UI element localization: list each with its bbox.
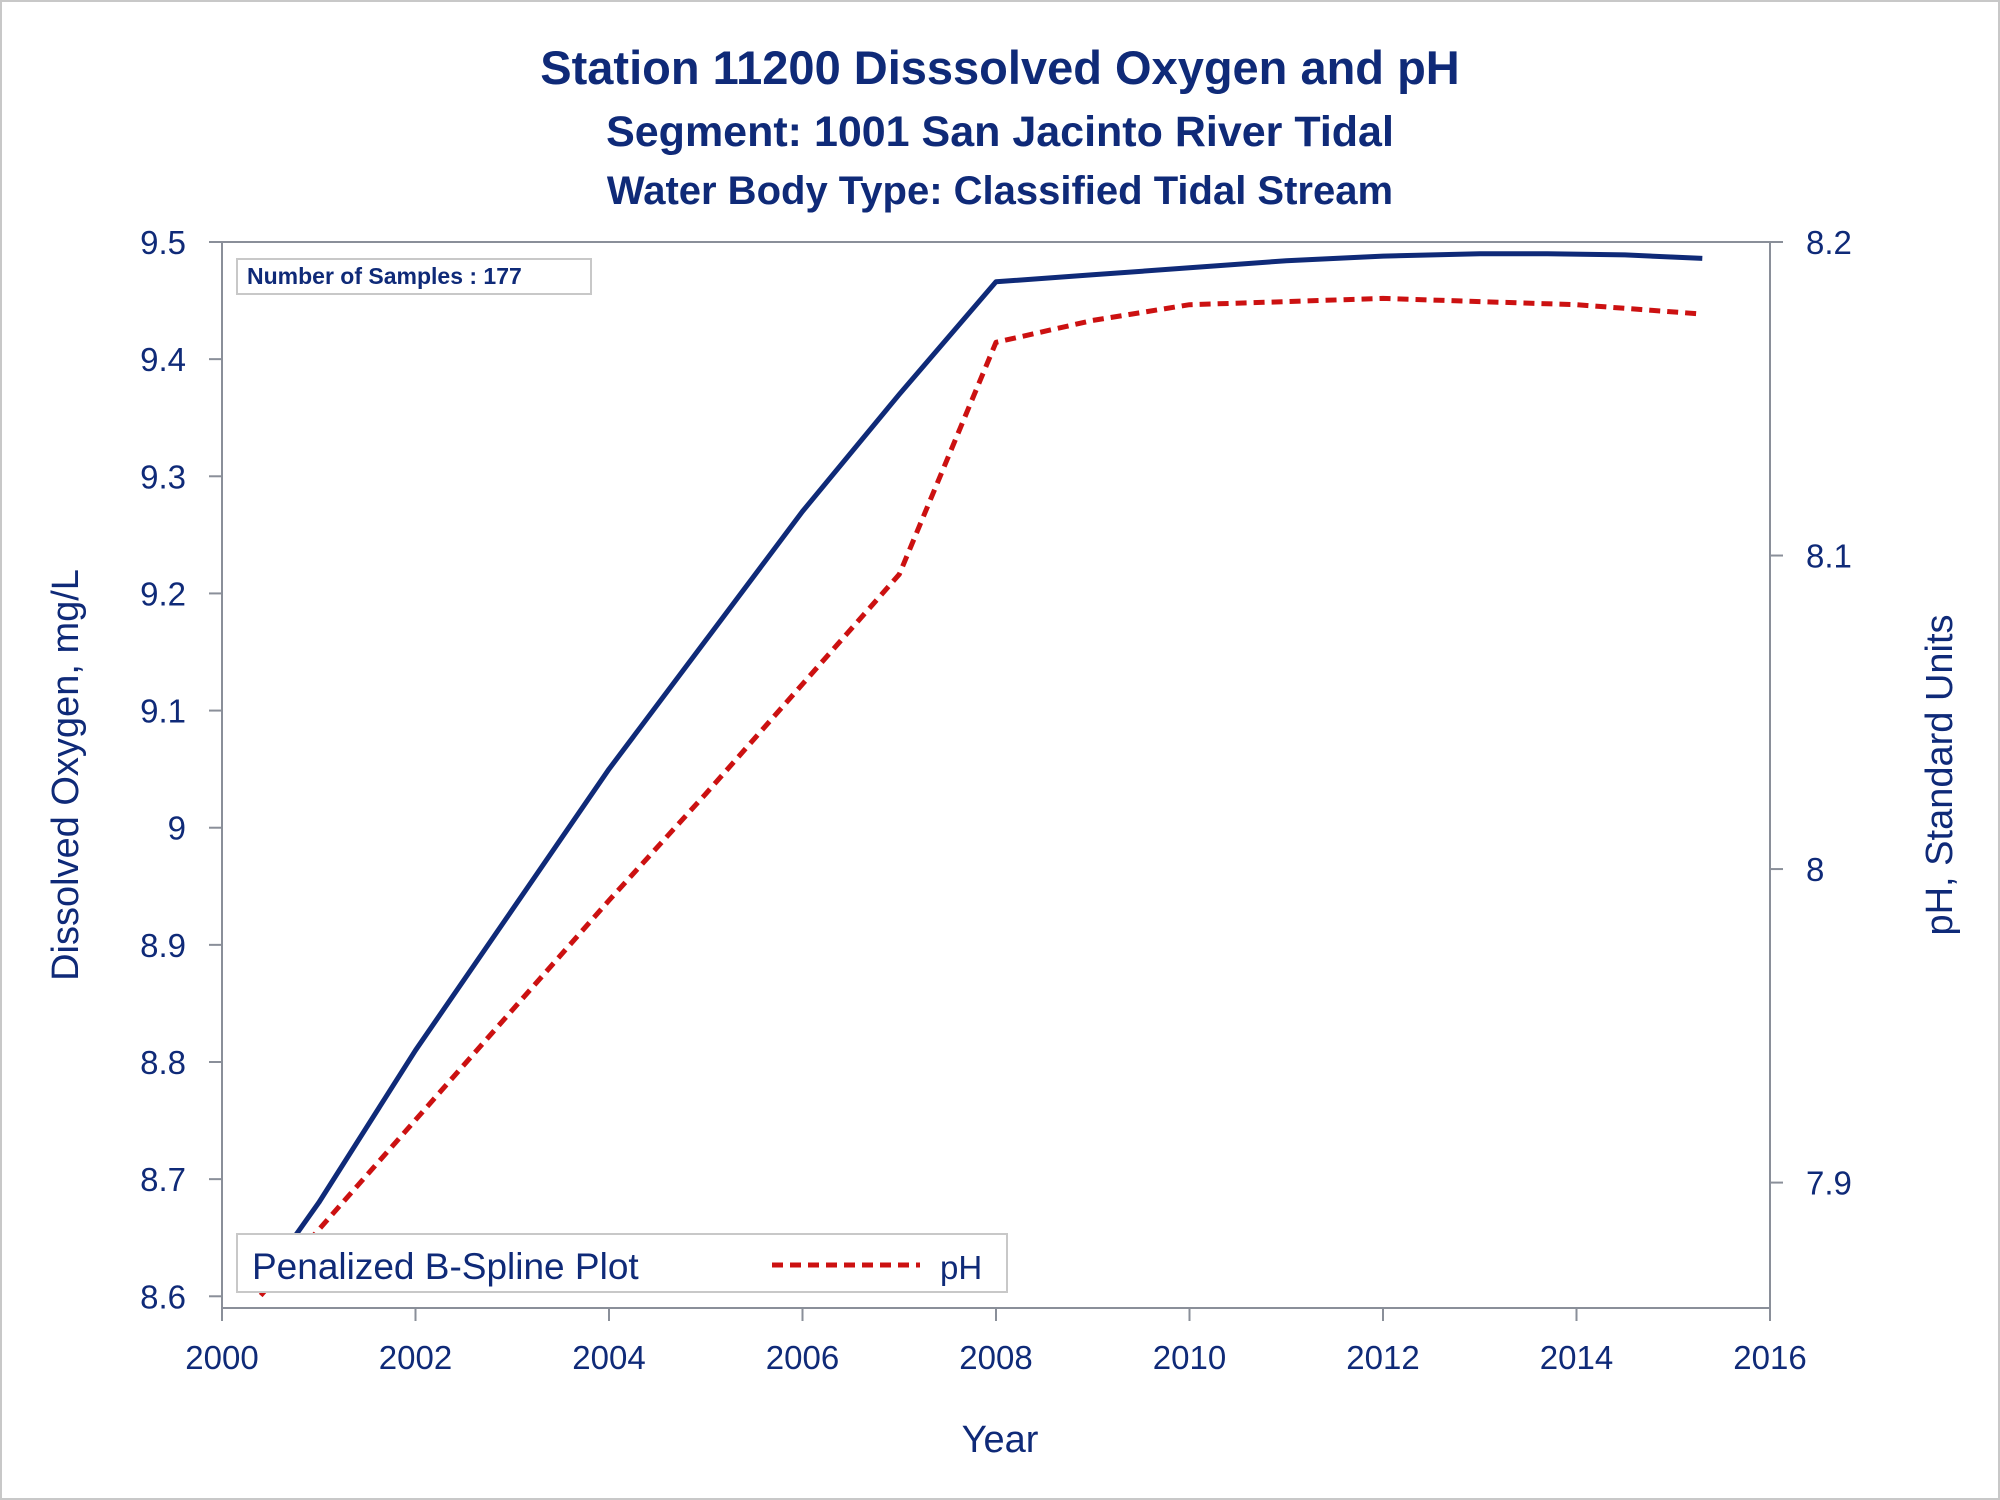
x-axis-label: Year bbox=[962, 1419, 1039, 1461]
x-tick-label: 2010 bbox=[1153, 1339, 1226, 1376]
legend-box bbox=[236, 1233, 1008, 1293]
ph-series-line bbox=[258, 295, 1703, 1298]
x-tick-label: 2014 bbox=[1540, 1339, 1613, 1376]
x-tick-label: 2012 bbox=[1346, 1339, 1419, 1376]
y-right-tick-label: 7.9 bbox=[1806, 1165, 1852, 1202]
x-tick-label: 2004 bbox=[572, 1339, 645, 1376]
y-right-tick-label: 8 bbox=[1806, 851, 1824, 888]
y-axis-left-label: Dissolved Oxygen, mg/L bbox=[45, 569, 87, 981]
x-tick-label: 2016 bbox=[1733, 1339, 1806, 1376]
y-left-tick-label: 9.5 bbox=[140, 224, 186, 261]
y-right-tick-label: 8.1 bbox=[1806, 538, 1852, 575]
y-left-tick-label: 9 bbox=[168, 810, 186, 847]
x-tick-label: 2002 bbox=[379, 1339, 452, 1376]
plot-area bbox=[221, 241, 1771, 1309]
dissolved-oxygen-series-line bbox=[258, 251, 1703, 1287]
x-tick-label: 2000 bbox=[185, 1339, 258, 1376]
y-left-tick-label: 9.3 bbox=[140, 458, 186, 495]
legend-title: Penalized B-Spline Plot bbox=[252, 1246, 639, 1287]
x-tick-label: 2006 bbox=[766, 1339, 839, 1376]
y-left-tick-label: 8.6 bbox=[140, 1278, 186, 1315]
x-axis: 2000 2002 2004 2006 2008 2010 2012 2014 2016 bbox=[185, 1308, 1807, 1376]
y-axis-left: 8.6 8.7 8.8 8.9 9 9.1 9.2 9.3 9.4 9.5 bbox=[140, 224, 222, 1315]
y-left-tick-label: 9.4 bbox=[140, 341, 186, 378]
legend-entry-ph: pH bbox=[940, 1249, 982, 1286]
x-tick-label: 2008 bbox=[959, 1339, 1032, 1376]
y-left-tick-label: 8.7 bbox=[140, 1161, 186, 1198]
chart-subtitle-water-body: Water Body Type: Classified Tidal Stream bbox=[606, 169, 1394, 213]
y-axis-right: 7.9 8 8.1 8.2 bbox=[1770, 224, 1852, 1202]
series-layer bbox=[258, 251, 1703, 1298]
y-left-tick-label: 8.9 bbox=[140, 927, 186, 964]
sample-count-label: Number of Samples : 177 bbox=[247, 263, 522, 289]
sample-count-inset: Number of Samples : 177 bbox=[236, 258, 592, 295]
y-left-tick-label: 8.8 bbox=[140, 1044, 186, 1081]
y-left-tick-label: 9.2 bbox=[140, 575, 186, 612]
y-right-tick-label: 8.2 bbox=[1806, 224, 1852, 261]
legend: Penalized B-Spline Plot pH bbox=[236, 1233, 1008, 1293]
y-axis-right-label: pH, Standard Units bbox=[1919, 614, 1961, 935]
y-left-tick-label: 9.1 bbox=[140, 693, 186, 730]
chart-title: Station 11200 Disssolved Oxygen and pH bbox=[540, 41, 1460, 94]
chart-subtitle-segment: Segment: 1001 San Jacinto River Tidal bbox=[606, 108, 1394, 156]
